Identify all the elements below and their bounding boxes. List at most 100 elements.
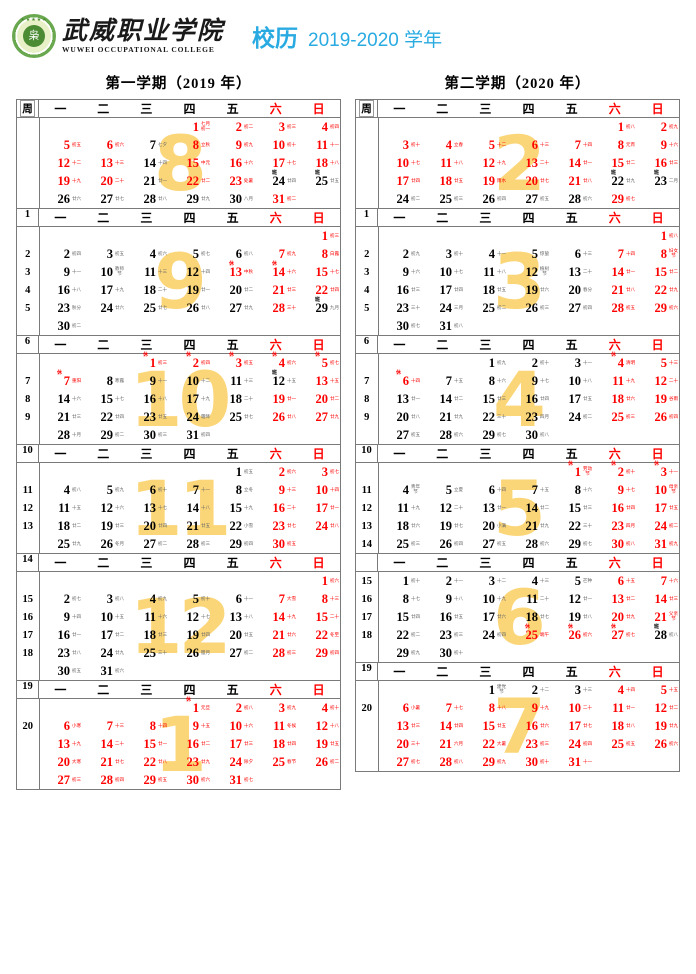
date-cell[interactable]: 6 十五 bbox=[593, 572, 636, 590]
date-cell[interactable]: 11 十五 bbox=[39, 499, 82, 517]
date-cell[interactable]: 17 廿一 bbox=[297, 499, 340, 517]
date-cell[interactable]: 13 十三 bbox=[82, 154, 125, 172]
date-cell[interactable]: 6 初六 bbox=[82, 136, 125, 154]
date-cell[interactable]: 9 十九 bbox=[507, 699, 550, 717]
date-cell[interactable]: 17 廿四 bbox=[378, 172, 421, 190]
date-cell[interactable]: 休 26 初六 bbox=[550, 625, 593, 644]
date-cell[interactable]: 31 初四 bbox=[168, 426, 211, 444]
date-cell[interactable]: 17 廿六 bbox=[464, 608, 507, 626]
date-cell[interactable]: 2 初八 bbox=[211, 699, 254, 717]
date-cell[interactable]: 20 廿五 bbox=[211, 626, 254, 644]
date-cell[interactable]: 26 初六 bbox=[636, 735, 679, 753]
date-cell[interactable]: 10 初十 bbox=[254, 136, 297, 154]
date-cell[interactable]: 27 廿七 bbox=[82, 190, 125, 208]
date-cell[interactable]: 12 十二 bbox=[39, 154, 82, 172]
date-cell[interactable]: 8 十四 bbox=[125, 717, 168, 735]
date-cell[interactable]: 23 处暑 bbox=[211, 172, 254, 190]
date-cell[interactable]: 28 十月 bbox=[39, 426, 82, 444]
date-cell[interactable]: 19 廿一 bbox=[168, 281, 211, 299]
date-cell[interactable]: 8 十六 bbox=[550, 481, 593, 499]
date-cell[interactable]: 10 二十 bbox=[550, 699, 593, 717]
date-cell[interactable]: 23 四月 bbox=[593, 517, 636, 535]
date-cell[interactable]: 29 初七 bbox=[464, 426, 507, 444]
date-cell[interactable]: 15 十七 bbox=[297, 263, 340, 281]
date-cell[interactable]: 25 春节 bbox=[254, 753, 297, 771]
date-cell[interactable]: 14 十四 bbox=[125, 154, 168, 172]
date-cell[interactable]: 25 初三 bbox=[593, 408, 636, 426]
date-cell[interactable]: 28 初八 bbox=[421, 753, 464, 771]
date-cell[interactable]: 26 初二 bbox=[297, 753, 340, 771]
date-cell[interactable]: 16 廿一 bbox=[39, 626, 82, 644]
date-cell[interactable]: 8 白露 bbox=[297, 245, 340, 263]
date-cell[interactable]: 2 初十 bbox=[507, 354, 550, 372]
date-cell[interactable]: 1 七月初一 bbox=[168, 118, 211, 136]
date-cell[interactable]: 16 廿四 bbox=[593, 499, 636, 517]
date-cell[interactable]: 3 十一 bbox=[550, 354, 593, 372]
date-cell[interactable]: 3 初十 bbox=[378, 136, 421, 154]
date-cell[interactable]: 16 二十 bbox=[254, 499, 297, 517]
date-cell[interactable]: 班 29 九月 bbox=[297, 298, 340, 317]
date-cell[interactable]: 7 十五 bbox=[507, 481, 550, 499]
date-cell[interactable]: 4 立春 bbox=[421, 136, 464, 154]
date-cell[interactable]: 15 廿五 bbox=[464, 717, 507, 735]
date-cell[interactable]: 1 初八 bbox=[636, 227, 679, 245]
date-cell[interactable]: 27 初五 bbox=[507, 190, 550, 208]
date-cell[interactable]: 19 廿六 bbox=[507, 281, 550, 299]
date-cell[interactable]: 10 十四 bbox=[297, 481, 340, 499]
date-cell[interactable]: 12 十八 bbox=[297, 717, 340, 735]
date-cell[interactable]: 11 十八 bbox=[464, 263, 507, 281]
date-cell[interactable]: 14 十八 bbox=[168, 499, 211, 517]
date-cell[interactable]: 30 初八 bbox=[593, 535, 636, 553]
date-cell[interactable]: 24 初四 bbox=[464, 626, 507, 644]
date-cell[interactable]: 休 14 十六 bbox=[254, 262, 297, 281]
date-cell[interactable]: 1 初六 bbox=[297, 572, 340, 590]
date-cell[interactable]: 24 初二 bbox=[636, 517, 679, 535]
date-cell[interactable]: 29 初九 bbox=[378, 644, 421, 662]
date-cell[interactable]: 23 初三 bbox=[507, 735, 550, 753]
date-cell[interactable]: 21 廿三 bbox=[254, 281, 297, 299]
date-cell[interactable]: 12 十六 bbox=[82, 499, 125, 517]
date-cell[interactable]: 8 十七 bbox=[378, 590, 421, 608]
date-cell[interactable]: 11 十六 bbox=[125, 608, 168, 626]
date-cell[interactable]: 3 十二 bbox=[464, 572, 507, 590]
date-cell[interactable]: 9 十五 bbox=[168, 717, 211, 735]
date-cell[interactable]: 24 除夕 bbox=[211, 753, 254, 771]
date-cell[interactable]: 21 廿九 bbox=[421, 408, 464, 426]
date-cell[interactable]: 休 4 清明 bbox=[593, 353, 636, 372]
date-cell[interactable]: 25 初五 bbox=[593, 735, 636, 753]
date-cell[interactable]: 30 初六 bbox=[168, 771, 211, 789]
date-cell[interactable]: 10 十七 bbox=[421, 263, 464, 281]
date-cell[interactable]: 28 三十 bbox=[254, 299, 297, 317]
date-cell[interactable]: 休 3 十一 bbox=[636, 462, 679, 481]
date-cell[interactable]: 22 冬至 bbox=[297, 626, 340, 644]
date-cell[interactable]: 15 二十 bbox=[297, 608, 340, 626]
date-cell[interactable]: 17 十九 bbox=[168, 390, 211, 408]
date-cell[interactable]: 3 初七 bbox=[297, 463, 340, 481]
date-cell[interactable]: 17 十七 bbox=[254, 154, 297, 172]
date-cell[interactable]: 23 廿七 bbox=[254, 517, 297, 535]
date-cell[interactable]: 班 25 廿五 bbox=[297, 171, 340, 190]
date-cell[interactable]: 6 十三 bbox=[550, 245, 593, 263]
date-cell[interactable]: 29 初四 bbox=[297, 644, 340, 662]
date-cell[interactable]: 18 廿四 bbox=[254, 735, 297, 753]
date-cell[interactable]: 23 廿八 bbox=[39, 644, 82, 662]
date-cell[interactable]: 19 廿八 bbox=[550, 608, 593, 626]
date-cell[interactable]: 班 12 十五 bbox=[254, 371, 297, 390]
date-cell[interactable]: 休 5 初七 bbox=[297, 353, 340, 372]
date-cell[interactable]: 27 初五 bbox=[378, 426, 421, 444]
date-cell[interactable]: 18 廿二 bbox=[39, 517, 82, 535]
date-cell[interactable]: 19 雨水 bbox=[464, 172, 507, 190]
date-cell[interactable]: 15 廿三 bbox=[550, 499, 593, 517]
date-cell[interactable]: 11 二十 bbox=[507, 590, 550, 608]
date-cell[interactable]: 16 廿三 bbox=[378, 281, 421, 299]
date-cell[interactable]: 15 十九 bbox=[211, 499, 254, 517]
date-cell[interactable]: 12 廿一 bbox=[550, 590, 593, 608]
date-cell[interactable]: 20 廿八 bbox=[378, 408, 421, 426]
date-cell[interactable]: 15 廿二 bbox=[593, 154, 636, 172]
date-cell[interactable]: 16 廿六 bbox=[507, 717, 550, 735]
date-cell[interactable]: 17 廿二 bbox=[82, 626, 125, 644]
date-cell[interactable]: 23 四月 bbox=[507, 408, 550, 426]
date-cell[interactable]: 8 十八 bbox=[464, 699, 507, 717]
date-cell[interactable]: 30 八月 bbox=[211, 190, 254, 208]
date-cell[interactable]: 6 十一 bbox=[211, 590, 254, 608]
